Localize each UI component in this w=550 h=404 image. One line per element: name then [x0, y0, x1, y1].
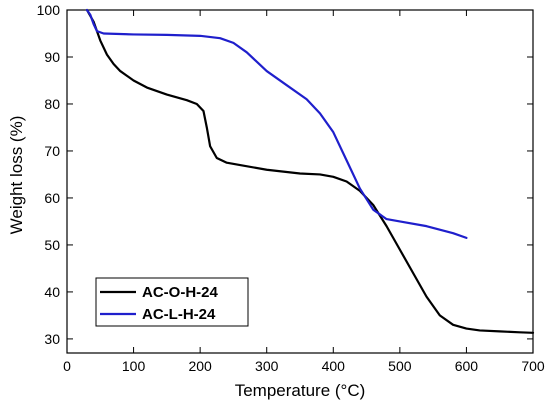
plot-border: [66, 9, 534, 354]
y-tick-label: 100: [37, 2, 61, 18]
x-tick-label: 0: [63, 358, 71, 374]
x-tick-label: 200: [188, 358, 212, 374]
series-line-ac-o-h-24: [85, 8, 535, 334]
legend: AC-O-H-24 AC-L-H-24: [95, 277, 249, 327]
y-tick-label: 40: [44, 284, 60, 300]
y-tick-label: 30: [44, 331, 60, 347]
ticks-layer: 0 100 200 300 400 500 600 700 30 40 50 60 70 80 90 100: [37, 2, 545, 374]
legend-box: [95, 277, 249, 327]
y-tick-label: 60: [44, 190, 60, 206]
x-tick-label: 700: [521, 358, 545, 374]
y-tick-label: 80: [44, 96, 60, 112]
plot-frame: [66, 9, 534, 354]
x-tick-label: 400: [322, 358, 346, 374]
y-axis-title: Weight loss (%): [7, 116, 26, 235]
series-line-ac-l-h-24: [85, 8, 468, 239]
x-axis-title: Temperature (°C): [235, 381, 366, 400]
x-tick-label: 100: [122, 358, 146, 374]
y-tick-label: 50: [44, 237, 60, 253]
x-tick-label: 500: [388, 358, 412, 374]
x-tick-label: 300: [255, 358, 279, 374]
x-tick-label: 600: [455, 358, 479, 374]
series-layer: [85, 8, 535, 334]
legend-label: AC-L-H-24: [142, 306, 216, 323]
y-tick-label: 70: [44, 143, 60, 159]
y-tick-label: 90: [44, 49, 60, 65]
legend-label: AC-O-H-24: [142, 284, 218, 301]
